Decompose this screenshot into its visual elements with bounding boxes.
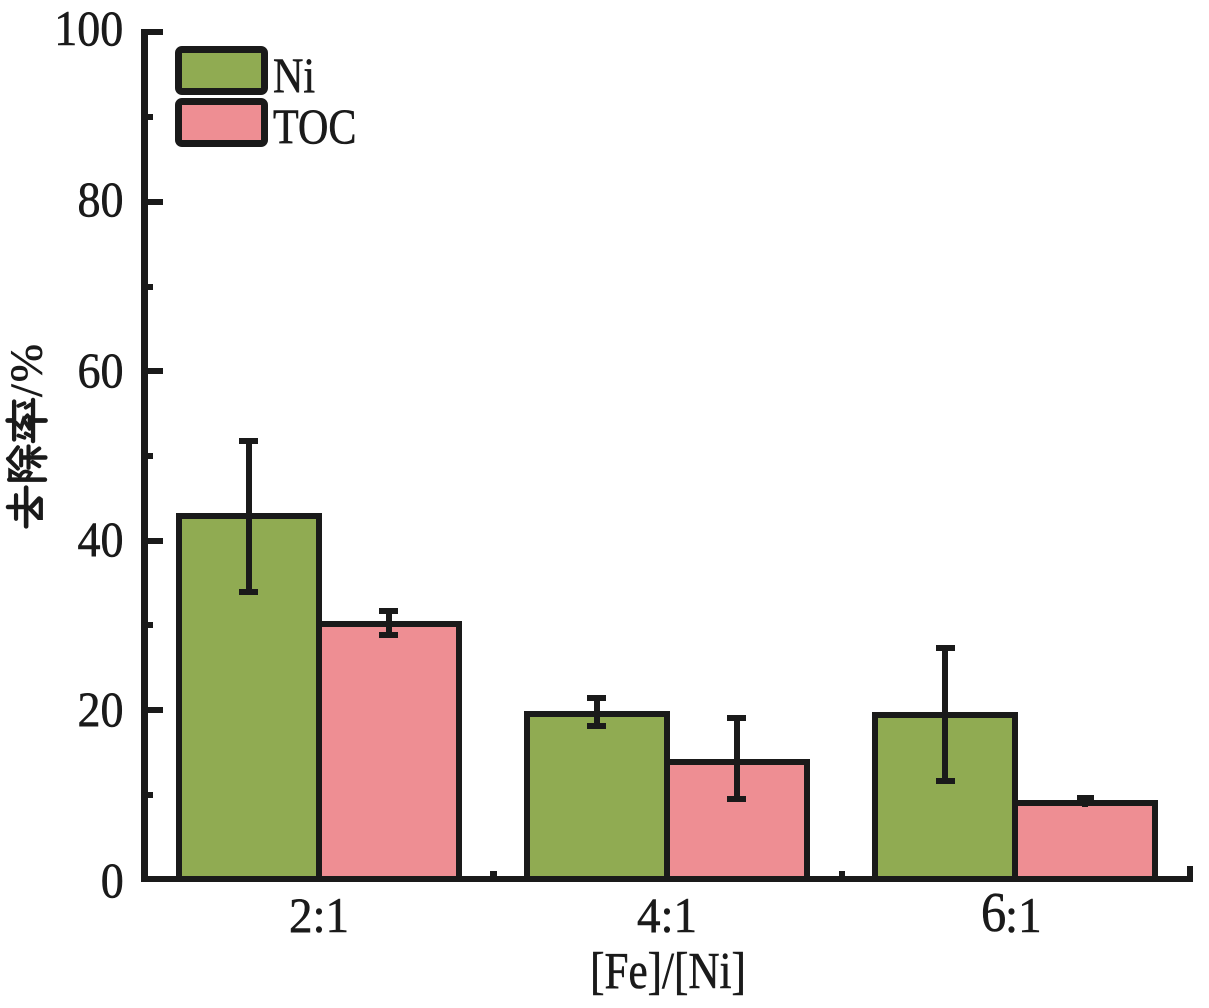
svg-text:/%: /% bbox=[4, 342, 52, 397]
